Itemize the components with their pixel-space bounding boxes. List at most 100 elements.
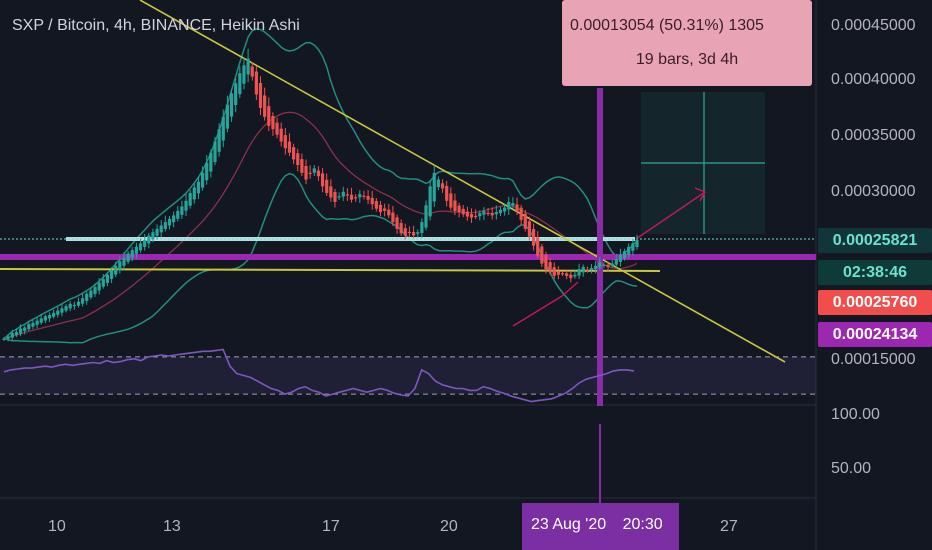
candle-body bbox=[461, 208, 465, 215]
candle-body bbox=[316, 170, 321, 177]
candle-body bbox=[196, 181, 201, 194]
candle-body bbox=[155, 228, 159, 236]
candle-body bbox=[635, 240, 639, 248]
candle-body bbox=[126, 253, 130, 262]
candle-body bbox=[296, 153, 300, 165]
candle-body bbox=[610, 263, 614, 266]
candle-body bbox=[511, 203, 515, 206]
candle-body bbox=[68, 303, 72, 309]
candle-body bbox=[577, 269, 581, 276]
x-tick-label: 20 bbox=[440, 518, 458, 535]
candle-body bbox=[6, 336, 10, 339]
bollinger-upper bbox=[3, 28, 638, 340]
candle-body bbox=[267, 106, 271, 126]
candle-body bbox=[345, 194, 349, 196]
candle-body bbox=[515, 204, 519, 211]
candle-body bbox=[614, 259, 618, 265]
measure-price-change: 0.00013054 (50.31%) 1305 bbox=[570, 17, 764, 34]
candle-body bbox=[490, 212, 494, 216]
candle-body bbox=[225, 104, 230, 129]
arrow-up-2 bbox=[635, 191, 706, 240]
y-tick-label: 0.00035000 bbox=[831, 127, 916, 144]
candle-body bbox=[64, 306, 68, 311]
last-price-badge: 0.00025821 bbox=[818, 228, 932, 253]
candle-body bbox=[540, 246, 544, 264]
candle-body bbox=[130, 250, 134, 258]
candle-body bbox=[176, 210, 180, 219]
candle-body bbox=[312, 168, 316, 173]
candle-body bbox=[469, 214, 474, 218]
candle-body bbox=[304, 165, 308, 180]
candle-body bbox=[292, 147, 296, 160]
candle-body bbox=[432, 172, 436, 202]
candle-body bbox=[271, 115, 275, 130]
candle-body bbox=[122, 257, 126, 266]
candle-body bbox=[300, 159, 304, 173]
candle-body bbox=[503, 207, 507, 212]
candle-body bbox=[234, 83, 238, 105]
candle-body bbox=[440, 183, 445, 189]
bollinger-lower bbox=[3, 172, 638, 344]
candle-body bbox=[349, 194, 354, 200]
candle-body bbox=[585, 269, 589, 271]
candle-body bbox=[594, 265, 598, 270]
x-tick-label: 10 bbox=[48, 518, 66, 535]
candle-body bbox=[391, 212, 395, 223]
candle-body bbox=[258, 82, 263, 108]
candle-body bbox=[445, 185, 449, 201]
candle-body bbox=[622, 251, 627, 259]
candle-body bbox=[76, 301, 81, 306]
candle-body bbox=[163, 222, 167, 229]
candle-body bbox=[263, 95, 267, 117]
candle-body bbox=[134, 246, 138, 254]
x-tick-label: 27 bbox=[720, 518, 738, 535]
candle-body bbox=[631, 243, 635, 251]
candle-body bbox=[242, 65, 246, 84]
candle-body bbox=[366, 196, 370, 200]
candle-body bbox=[354, 197, 358, 199]
candle-body bbox=[383, 208, 387, 211]
crosshair-time-label: 23 Aug '20 20:30 bbox=[522, 503, 679, 550]
y-tick-label: 0.00030000 bbox=[831, 183, 916, 200]
candle-body bbox=[325, 179, 329, 193]
candle-body bbox=[200, 172, 205, 188]
candle-body bbox=[333, 191, 337, 202]
candle-body bbox=[329, 186, 333, 198]
candle-body bbox=[93, 287, 97, 294]
y-tick-label: 0.00040000 bbox=[831, 71, 916, 88]
candle-body bbox=[47, 315, 52, 319]
candle-body bbox=[370, 197, 374, 205]
candle-body bbox=[531, 228, 536, 246]
candle-body bbox=[143, 240, 147, 247]
y-tick-label: 0.00015000 bbox=[831, 351, 916, 368]
candle-body bbox=[97, 282, 101, 291]
candle-body bbox=[399, 223, 403, 234]
candle-body bbox=[507, 201, 511, 210]
measure-tooltip: 0.00013054 (50.31%) 1305 19 bars, 3d 4h bbox=[562, 0, 812, 86]
candle-body bbox=[378, 204, 383, 213]
candle-body bbox=[60, 308, 64, 313]
candle-body bbox=[560, 273, 565, 275]
candle-body bbox=[167, 218, 172, 226]
candle-body bbox=[23, 327, 27, 332]
candle-body bbox=[254, 71, 258, 95]
candle-body bbox=[213, 141, 217, 163]
candle-body bbox=[627, 246, 631, 255]
candle-body bbox=[536, 237, 540, 256]
candle-body bbox=[287, 141, 292, 153]
candle-body bbox=[606, 264, 610, 267]
candle-body bbox=[105, 274, 110, 283]
candle-body bbox=[85, 293, 89, 301]
red-level-badge: 0.00025760 bbox=[818, 290, 932, 315]
y-tick-label: 0.00045000 bbox=[831, 17, 916, 34]
countdown-badge: 02:38:46 bbox=[818, 260, 932, 285]
candle-body bbox=[478, 213, 482, 217]
rsi-tick-label: 50.00 bbox=[831, 460, 872, 477]
candle-body bbox=[494, 212, 498, 215]
candle-body bbox=[387, 209, 391, 216]
crosshair-clock: 20:30 bbox=[622, 516, 663, 533]
candle-body bbox=[341, 191, 345, 197]
candle-body bbox=[279, 128, 283, 142]
crosshair-date: 23 Aug '20 bbox=[531, 516, 607, 533]
